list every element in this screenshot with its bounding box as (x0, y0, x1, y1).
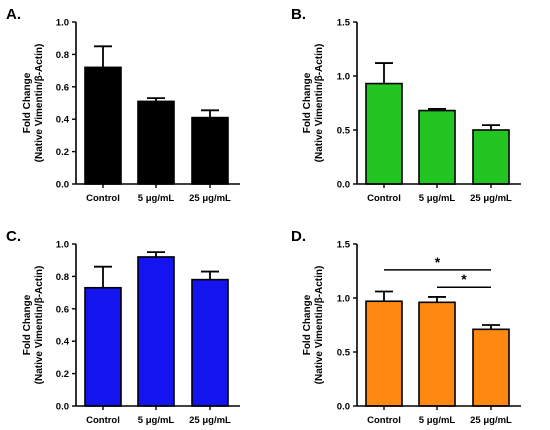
x-tick-label: Control (86, 415, 120, 426)
bar (84, 286, 122, 407)
bar (84, 66, 122, 185)
x-tick-label: 5 μg/mL (138, 193, 175, 204)
bar (191, 278, 229, 407)
panel-c: C. Fold Change (Native Vimentin/β-Actin) 0.… (6, 228, 240, 426)
bar (137, 256, 175, 407)
bar (365, 300, 403, 407)
y-tick-label: 0.0 (56, 180, 69, 191)
bar (365, 82, 403, 185)
x-tick-label: 25 μg/mL (189, 415, 231, 426)
y-tick-label: 0.0 (56, 402, 69, 413)
x-tick-label: 5 μg/mL (419, 193, 456, 204)
y-tick-label: 0.8 (56, 272, 69, 283)
x-tick-label: 25 μg/mL (470, 193, 512, 204)
y-tick-label: 0.8 (56, 50, 69, 61)
x-tick-label: 25 μg/mL (470, 415, 512, 426)
y-tick-label: 0.2 (56, 369, 69, 380)
y-tick-label: 0.2 (56, 147, 69, 158)
bar (418, 109, 456, 185)
y-tick-label: 0.4 (56, 115, 70, 126)
bar (418, 301, 456, 407)
y-tick-label: 1.0 (56, 18, 69, 29)
y-axis-label: (Native Vimentin/β-Actin) (314, 266, 325, 385)
bar (472, 129, 510, 185)
x-tick-label: Control (367, 193, 401, 204)
panel-letter: D. (291, 228, 306, 245)
significance-star: * (461, 271, 467, 287)
x-tick-label: 25 μg/mL (189, 193, 231, 204)
x-tick-label: Control (367, 415, 401, 426)
y-tick-label: 0.0 (337, 180, 350, 191)
bar (191, 116, 229, 185)
panel-a: A. Fold Change (Native Vimentin/β-Actin) 0.… (6, 6, 240, 204)
y-axis-label: Fold Change (22, 72, 33, 133)
y-axis-label: (Native Vimentin/β-Actin) (314, 44, 325, 163)
y-tick-label: 0.5 (337, 348, 351, 359)
y-tick-label: 0.0 (337, 402, 350, 413)
y-tick-label: 1.0 (337, 294, 350, 305)
y-axis-label: (Native Vimentin/β-Actin) (34, 266, 45, 385)
y-axis-label: Fold Change (302, 72, 313, 133)
y-tick-label: 1.0 (56, 240, 69, 251)
y-axis-label: Fold Change (302, 294, 313, 355)
y-tick-label: 0.6 (56, 82, 69, 93)
bar (472, 328, 510, 407)
y-axis-label: Fold Change (22, 294, 33, 355)
y-tick-label: 1.0 (337, 72, 350, 83)
y-axis-label: (Native Vimentin/β-Actin) (34, 44, 45, 163)
y-tick-label: 1.5 (337, 18, 351, 29)
x-tick-label: Control (86, 193, 120, 204)
y-tick-label: 0.4 (56, 337, 70, 348)
panel-letter: C. (6, 228, 21, 245)
x-tick-label: 5 μg/mL (138, 415, 175, 426)
y-tick-label: 1.5 (337, 240, 351, 251)
y-tick-label: 0.5 (337, 126, 351, 137)
significance-star: * (435, 254, 441, 270)
panel-b: B. Fold Change (Native Vimentin/β-Actin) 0.… (291, 6, 521, 204)
bar (137, 100, 175, 185)
y-tick-label: 0.6 (56, 304, 69, 315)
x-tick-label: 5 μg/mL (419, 415, 456, 426)
panel-letter: B. (291, 6, 306, 23)
panel-d: D. Fold Change (Native Vimentin/β-Actin) 0.… (291, 228, 521, 426)
panel-letter: A. (6, 6, 21, 23)
